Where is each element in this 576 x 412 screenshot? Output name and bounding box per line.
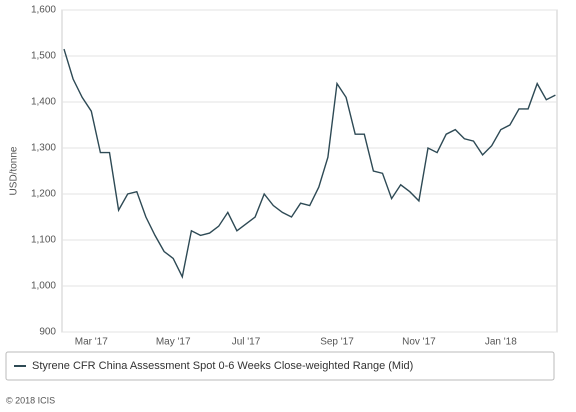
legend-label: Styrene CFR China Assessment Spot 0-6 We… xyxy=(32,360,413,372)
y-tick-label: 1,200 xyxy=(31,189,56,200)
y-tick-label: 1,600 xyxy=(31,5,56,16)
y-tick-label: 1,500 xyxy=(31,51,56,62)
y-tick-label: 1,300 xyxy=(31,143,56,154)
x-tick-label: Nov '17 xyxy=(402,337,436,348)
legend-box xyxy=(5,351,555,381)
y-tick-label: 1,400 xyxy=(31,97,56,108)
x-tick-label: May '17 xyxy=(156,337,191,348)
y-tick-label: 900 xyxy=(39,327,56,338)
data-line xyxy=(63,48,556,279)
credit: © 2018 ICIS xyxy=(6,395,55,405)
x-tick-label: Mar '17 xyxy=(75,337,108,348)
y-tick-label: 1,000 xyxy=(31,281,56,292)
x-tick-label: Sep '17 xyxy=(320,337,354,348)
y-axis-title: USD/tonne xyxy=(9,146,20,195)
x-tick-label: Jan '18 xyxy=(485,337,517,348)
x-tick-label: Jul '17 xyxy=(232,337,261,348)
y-tick-label: 1,100 xyxy=(31,235,56,246)
plot-frame xyxy=(61,9,558,333)
